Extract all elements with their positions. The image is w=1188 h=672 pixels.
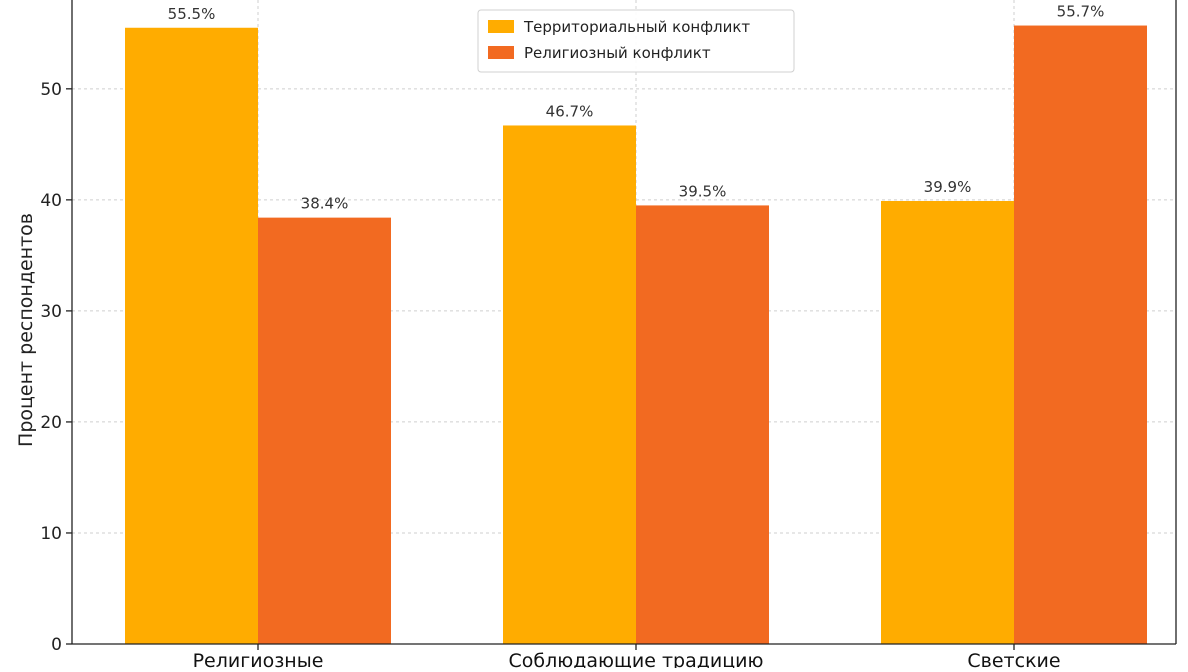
data-label: 55.7% xyxy=(1057,3,1105,21)
legend-box xyxy=(477,9,795,73)
bar-series-0-cat-0 xyxy=(125,27,258,645)
data-label: 46.7% xyxy=(546,102,594,120)
legend-swatch-1 xyxy=(488,46,514,59)
legend-label-1: Религиозный конфликт xyxy=(524,44,711,62)
legend: Территориальный конфликт Религиозный конф… xyxy=(477,9,795,73)
y-tick-label: 30 xyxy=(40,302,62,322)
legend-label-0: Территориальный конфликт xyxy=(523,18,750,36)
y-axis-label: Процент респондентов xyxy=(15,213,37,447)
data-label: 39.9% xyxy=(924,178,972,196)
data-labels-layer: 55.5% 38.4% 46.7% 39.5% 39.9% 55.7% xyxy=(168,3,1105,213)
x-tick-label: Светские xyxy=(967,650,1060,668)
bar-series-1-cat-0 xyxy=(258,217,391,645)
x-tick-label: Соблюдающие традицию xyxy=(508,650,763,668)
y-tick-label: 40 xyxy=(40,191,62,211)
data-label: 55.5% xyxy=(168,5,216,23)
data-label: 39.5% xyxy=(679,182,727,200)
y-tick-label: 0 xyxy=(51,635,62,655)
bar-series-0-cat-2 xyxy=(881,200,1014,644)
bars-layer xyxy=(125,25,1147,645)
x-tick-label: Религиозные xyxy=(193,650,324,668)
bar-series-1-cat-1 xyxy=(636,205,769,644)
bar-series-0-cat-1 xyxy=(503,125,636,644)
data-label: 38.4% xyxy=(301,195,349,213)
axes-layer: 0 10 20 30 40 50 Религиозные Соблюдающие традиц… xyxy=(15,0,1177,672)
bar-series-1-cat-2 xyxy=(1014,25,1147,645)
y-tick-label: 50 xyxy=(40,80,62,100)
y-tick-label: 20 xyxy=(40,413,62,433)
legend-swatch-0 xyxy=(488,20,514,33)
y-tick-label: 10 xyxy=(40,524,62,544)
